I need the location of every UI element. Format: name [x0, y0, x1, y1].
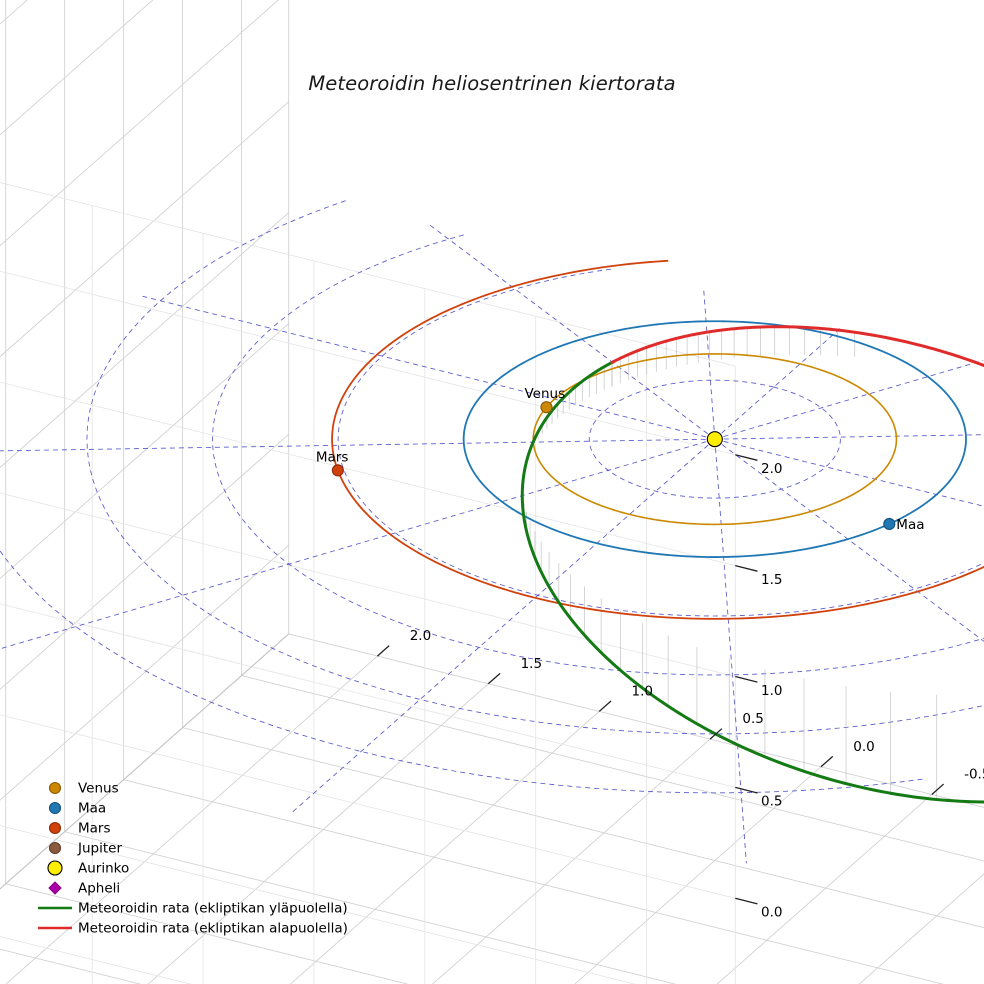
legend-item-label: Meteoroidin rata (ekliptikan alapuolella… [78, 921, 348, 937]
legend-diamond-swatch [48, 881, 62, 895]
y-axis-tick-label: -0.5 [964, 767, 984, 783]
z-axis-tick [735, 675, 758, 683]
polar-grid-group [0, 200, 984, 864]
legend-item-jupiter[interactable]: Jupiter [48, 841, 123, 857]
legend-item-meteoroidin-rata-ekliptikan-alapuolella[interactable]: Meteoroidin rata (ekliptikan alapuolella… [38, 921, 348, 937]
z-axis-tick-label: 0.5 [761, 794, 782, 810]
legend-item-label: Jupiter [77, 841, 122, 857]
planet-label-maa: Maa [896, 517, 924, 533]
planet-marker-maa [883, 517, 896, 531]
planet-label-venus: Venus [525, 386, 566, 402]
y-axis-tick [487, 672, 501, 685]
page-title: Meteoroidin heliosentrinen kiertorata [308, 72, 676, 95]
legend-item-label: Apheli [78, 881, 120, 897]
z-axis-tick [735, 454, 758, 461]
legend-circle-swatch [48, 841, 62, 855]
legend-item-venus[interactable]: Venus [48, 781, 119, 797]
z-axis-tick-label: 1.5 [761, 572, 782, 588]
drop-lines-group [521, 326, 938, 800]
z-axis-tick [735, 897, 758, 905]
y-axis-tick [598, 700, 612, 712]
sun-marker [706, 431, 723, 448]
planet-label-mars: Mars [316, 449, 349, 465]
legend-circle-swatch [48, 801, 62, 815]
y-axis-tick [820, 755, 834, 768]
legend-item-label: Mars [78, 821, 111, 837]
legend-item-mars[interactable]: Mars [48, 821, 111, 837]
orbits-group [331, 259, 984, 804]
planet-marker-venus [540, 401, 553, 414]
y-axis-tick-label: 0.5 [742, 711, 763, 727]
y-axis-tick-label: 2.0 [410, 628, 431, 644]
markers-group [331, 401, 896, 531]
legend-group: Venus Maa Mars Jupiter Aurinko Apheli Meteoroi… [38, 781, 348, 937]
z-axis-tick [735, 565, 758, 572]
legend-item-maa[interactable]: Maa [48, 801, 107, 817]
legend-circle-swatch [48, 821, 62, 835]
y-axis-tick [709, 728, 723, 740]
legend-item-label: Aurinko [78, 861, 129, 877]
legend-circle-swatch [47, 860, 63, 876]
legend-item-apheli[interactable]: Apheli [48, 881, 120, 897]
legend-item-aurinko[interactable]: Aurinko [47, 860, 129, 877]
z-axis-tick [735, 786, 758, 794]
legend-item-label: Venus [78, 781, 119, 797]
z-axis-tick-label: 0.0 [761, 905, 782, 921]
legend-item-meteoroidin-rata-ekliptikan-yl-puolella[interactable]: Meteoroidin rata (ekliptikan yläpuolella… [38, 901, 348, 917]
legend-item-label: Meteoroidin rata (ekliptikan yläpuolella… [78, 901, 348, 917]
y-axis-tick-label: 0.0 [853, 739, 874, 755]
y-axis-tick [376, 645, 390, 657]
z-axis-tick-label: 1.0 [761, 683, 782, 699]
planet-marker-mars [331, 464, 344, 477]
z-axis-tick-label: 2.0 [761, 461, 782, 477]
axis-ticks-group: -3.0-2.5-2.0-1.5-1.0-0.50.00.5-1.5-1.0-0… [376, 454, 984, 921]
legend-item-label: Maa [78, 801, 106, 817]
annotations-group: Venus Maa Mars [316, 386, 925, 533]
y-axis-tick-label: 1.5 [521, 656, 542, 672]
legend-circle-swatch [48, 781, 62, 795]
y-axis-tick [931, 783, 945, 795]
y-axis-tick-label: 1.0 [632, 683, 653, 699]
